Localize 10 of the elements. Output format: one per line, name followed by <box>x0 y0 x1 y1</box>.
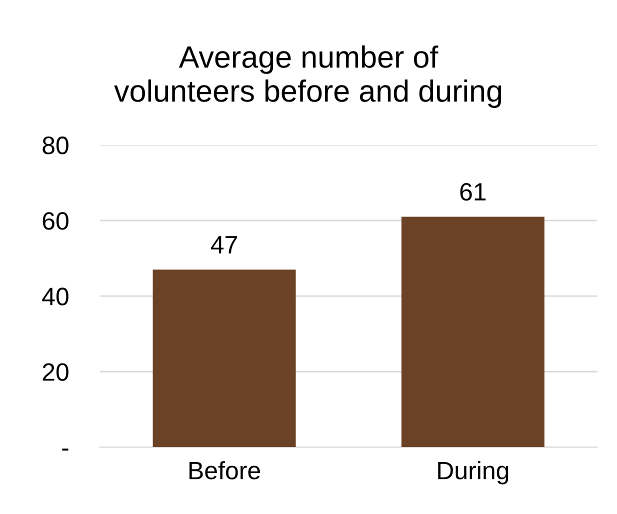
data-label: 47 <box>210 236 237 254</box>
y-tick-label: - <box>62 448 68 451</box>
chart-title: Average number of volunteers before and during <box>114 45 502 108</box>
data-label: 61 <box>460 182 486 201</box>
y-tick-label: 40 <box>42 288 68 306</box>
x-tick-label: Before <box>190 461 260 480</box>
y-tick-label: 80 <box>42 136 68 154</box>
y-tick-label: 60 <box>42 212 68 230</box>
x-tick-label: During <box>438 461 508 484</box>
y-tick-label: 20 <box>42 363 68 381</box>
